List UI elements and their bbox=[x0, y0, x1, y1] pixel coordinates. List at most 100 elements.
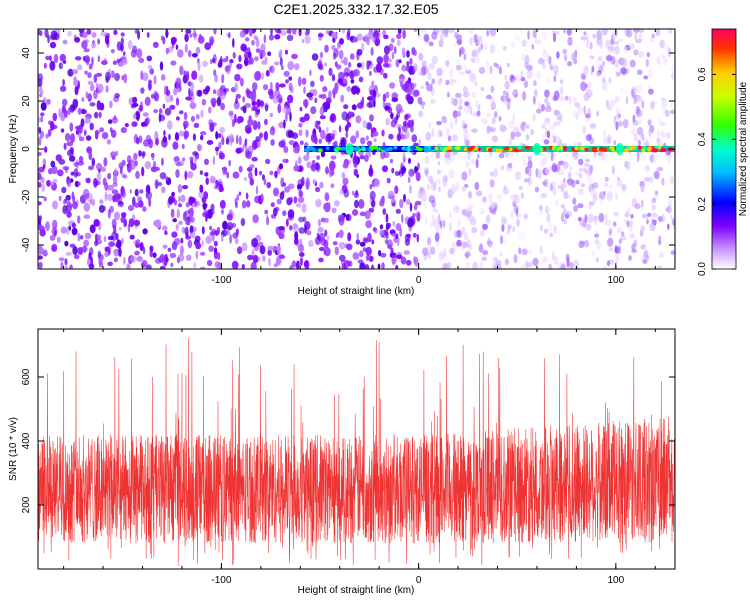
spectrogram-noise-mark bbox=[274, 170, 278, 179]
spectrogram-noise-mark bbox=[64, 109, 68, 119]
signal-mark bbox=[393, 145, 398, 150]
spectrogram-noise-mark bbox=[104, 251, 109, 258]
spectrogram-noise-mark bbox=[83, 214, 91, 219]
spectrogram-noise-mark bbox=[202, 60, 208, 68]
spectrogram-noise-mark bbox=[461, 120, 467, 126]
spectrogram-noise-mark bbox=[74, 36, 81, 43]
spectrogram-noise-mark bbox=[317, 219, 321, 227]
spectrogram-noise-mark bbox=[539, 224, 543, 232]
spectrogram-noise-mark bbox=[221, 234, 224, 243]
spectrogram-noise-mark bbox=[611, 55, 616, 65]
spectrogram-noise-mark bbox=[634, 31, 637, 41]
spectrogram-noise-mark bbox=[476, 153, 480, 159]
spectrogram-noise-mark bbox=[601, 81, 608, 91]
spectrogram-noise-mark bbox=[85, 135, 92, 141]
spectrogram-noise-mark bbox=[553, 64, 559, 75]
spectrogram-noise-mark bbox=[640, 224, 644, 233]
spectrogram-noise-mark bbox=[563, 218, 567, 225]
spectrogram-noise-mark bbox=[441, 219, 446, 228]
spectrogram-noise-mark bbox=[112, 175, 118, 185]
signal-mark bbox=[592, 148, 598, 153]
spectrogram-noise-mark bbox=[318, 257, 324, 263]
signal-mark bbox=[623, 148, 629, 153]
spectrogram-noise-mark bbox=[583, 105, 586, 115]
spectrogram-noise-mark bbox=[642, 259, 648, 264]
spectrogram-noise-mark bbox=[251, 237, 258, 248]
spectrogram-noise-mark bbox=[565, 213, 570, 219]
spectrogram-noise-mark bbox=[413, 49, 418, 57]
spectrogram-noise-mark bbox=[221, 136, 225, 146]
spectrogram-noise-mark bbox=[174, 81, 181, 89]
spectrogram-noise-mark bbox=[463, 51, 467, 61]
spectrogram-noise-mark bbox=[235, 93, 241, 99]
spectrogram-noise-mark bbox=[396, 133, 402, 142]
spectrogram-noise-mark bbox=[238, 135, 242, 146]
spectrogram-noise-mark bbox=[310, 164, 318, 170]
spectrogram-noise-mark bbox=[395, 223, 402, 231]
spectrogram-noise-mark bbox=[319, 51, 324, 59]
spectrogram-noise-mark bbox=[213, 230, 220, 236]
spectrogram-noise-mark bbox=[84, 117, 91, 124]
signal-mark bbox=[556, 146, 560, 151]
spectrogram-noise-mark bbox=[445, 79, 450, 86]
spectrogram-noise-mark bbox=[311, 53, 319, 61]
spectrogram-noise-mark bbox=[472, 111, 477, 117]
spectrogram-noise-mark bbox=[391, 232, 397, 237]
spectrogram-noise-mark bbox=[468, 190, 472, 200]
y-tick-label: 40 bbox=[21, 47, 32, 59]
spectrogram-noise-mark bbox=[661, 97, 666, 102]
spectrogram-noise-mark bbox=[103, 235, 107, 242]
spectrogram-noise-mark bbox=[536, 39, 542, 45]
spectrogram-noise-mark bbox=[317, 226, 324, 233]
spectrogram-noise-mark bbox=[167, 120, 173, 130]
spectrogram-noise-mark bbox=[165, 47, 169, 55]
spectrogram-noise-mark bbox=[376, 56, 384, 65]
spectrogram-noise-mark bbox=[58, 195, 62, 202]
spectrogram-noise-mark bbox=[446, 92, 451, 98]
spectrogram-noise-mark bbox=[405, 199, 411, 205]
spectrogram-noise-mark bbox=[515, 34, 520, 42]
spectrogram-noise-mark bbox=[138, 135, 143, 144]
spectrogram-noise-mark bbox=[45, 221, 50, 232]
spectrogram-noise-mark bbox=[610, 38, 614, 46]
spectrogram-noise-mark bbox=[328, 167, 333, 178]
spectrogram-noise-mark bbox=[478, 67, 486, 74]
spectrogram-noise-mark bbox=[442, 219, 446, 229]
spectrogram-noise-mark bbox=[385, 222, 389, 231]
spectrogram-noise-mark bbox=[566, 257, 570, 268]
spectrogram-noise-mark bbox=[572, 197, 577, 205]
spectrogram-noise-mark bbox=[141, 166, 145, 177]
spectrogram-noise-mark bbox=[563, 29, 566, 34]
spectrogram-noise-mark bbox=[123, 73, 128, 84]
spectrogram-noise-mark bbox=[298, 227, 305, 234]
spectrogram-noise-mark bbox=[435, 209, 440, 214]
spectrogram-noise-mark bbox=[127, 39, 133, 50]
spectrogram-noise-mark bbox=[508, 139, 513, 146]
spectrogram-noise-mark bbox=[242, 96, 245, 103]
spectrogram-noise-mark bbox=[471, 128, 478, 134]
spectrogram-noise-mark bbox=[437, 161, 441, 166]
spectrogram-noise-mark bbox=[441, 116, 448, 124]
spectrogram-noise-mark bbox=[255, 185, 259, 195]
spectrogram-noise-mark bbox=[228, 159, 231, 167]
spectrogram-noise-mark bbox=[616, 179, 623, 187]
spectrogram-noise-mark bbox=[192, 203, 196, 208]
spectrogram-noise-mark bbox=[87, 80, 94, 85]
spectrogram-noise-mark bbox=[177, 49, 184, 58]
spectrogram-noise-mark bbox=[103, 205, 106, 211]
spectrogram-noise-mark bbox=[190, 163, 197, 171]
spectrogram-noise-mark bbox=[428, 41, 434, 47]
spectrogram-noise-mark bbox=[309, 69, 312, 77]
spectrogram-noise-mark bbox=[53, 229, 57, 237]
spectrogram-noise-mark bbox=[463, 54, 467, 60]
spectrogram-noise-mark bbox=[145, 117, 150, 125]
spectrogram-noise-mark bbox=[206, 140, 214, 145]
spectrogram-noise-mark bbox=[513, 126, 520, 133]
spectrogram-noise-mark bbox=[345, 130, 349, 139]
spectrogram-noise-mark bbox=[115, 233, 119, 241]
signal-mark bbox=[443, 146, 448, 151]
snr-line bbox=[38, 337, 675, 566]
spectrogram-noise-mark bbox=[135, 170, 140, 179]
spectrogram-noise-mark bbox=[373, 179, 381, 188]
spectrogram-noise-mark bbox=[343, 189, 350, 198]
